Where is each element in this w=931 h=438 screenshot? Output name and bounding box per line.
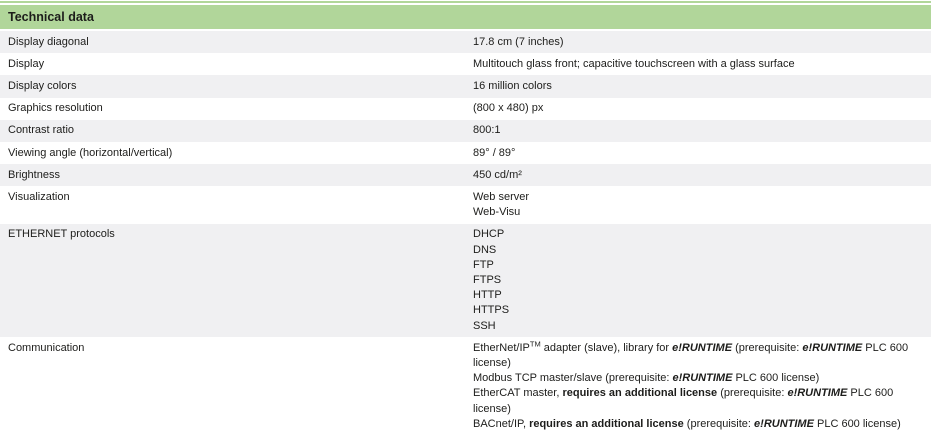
value-line: Web server (473, 190, 925, 205)
value-line: HTTP (473, 288, 925, 303)
value-segment: (prerequisite: (717, 387, 788, 400)
value-segment: PLC 600 license) (732, 372, 820, 385)
value-line: BACnet/IP, requires an additional licens… (473, 417, 925, 432)
value-line: EtherNet/IPTM adapter (slave), library f… (473, 339, 925, 371)
value-segment: DHCP (473, 228, 505, 241)
value-segment: EtherNet/IP (473, 341, 530, 354)
value-line: HTTPS (473, 303, 925, 318)
value-line: FTPS (473, 273, 925, 288)
value-line: EtherCAT master, requires an additional … (473, 386, 925, 416)
value-segment: BACnet/IP, (473, 417, 530, 430)
row-label: Display colors (8, 79, 77, 92)
row-label: Visualization (8, 190, 70, 203)
table-row: Display colors 16 million colors (0, 75, 931, 98)
value-segment: HTTP (473, 289, 502, 302)
value-segment: 450 cd/m² (473, 168, 522, 181)
value-segment: PLC 600 license) (473, 387, 894, 415)
value-segment: FTP (473, 258, 494, 271)
value-segment: (800 x 480) px (473, 102, 544, 115)
value-segment: SSH (473, 319, 496, 332)
value-line: 89° / 89° (473, 146, 925, 161)
value-line: (800 x 480) px (473, 101, 925, 116)
value-segment: adapter (slave), library for (540, 341, 673, 354)
table-row: Graphics resolution (800 x 480) px (0, 98, 931, 120)
value-segment: e!RUNTIME (787, 387, 848, 400)
table-row: ETHERNET protocols DHCP DNS FTP FTPS HTTP HTTP… (0, 223, 931, 338)
row-label: Display (8, 57, 45, 70)
row-label: ETHERNET protocols (8, 228, 115, 241)
row-value: 16 million colors (473, 75, 931, 97)
table-row: Display diagonal 17.8 cm (7 inches) (0, 31, 931, 54)
value-line: Web-Visu (473, 205, 925, 220)
value-segment: 800:1 (473, 124, 501, 137)
row-value: 800:1 (473, 120, 931, 142)
value-segment: requires an additional license (562, 387, 718, 400)
value-segment: PLC 600 license) (813, 417, 901, 430)
row-value: DHCP DNS FTP FTPS HTTP HTTPS SSH (473, 224, 931, 337)
value-line: 450 cd/m² (473, 168, 925, 183)
row-value: (800 x 480) px (473, 98, 931, 120)
value-segment: requires an additional license (529, 417, 684, 430)
value-line: DNS (473, 243, 925, 258)
value-segment: Multitouch glass front; capacitive touch… (473, 57, 795, 70)
value-segment: e!RUNTIME (672, 372, 733, 385)
value-line: 17.8 cm (7 inches) (473, 35, 925, 50)
table-header: Technical data (0, 5, 931, 31)
technical-data-rows: Display diagonal 17.8 cm (7 inches) Displa… (0, 31, 931, 435)
row-value: EtherNet/IPTM adapter (slave), library f… (473, 337, 931, 435)
row-value: Multitouch glass front; capacitive touch… (473, 53, 931, 75)
value-line: DHCP (473, 227, 925, 242)
top-rule (0, 1, 931, 3)
table-row: Viewing angle (horizontal/vertical) 89° /… (0, 142, 931, 164)
value-segment: 16 million colors (473, 79, 552, 92)
table-row: Display Multitouch glass front; capacitiv… (0, 53, 931, 75)
value-segment: DNS (473, 243, 497, 256)
value-line: 16 million colors (473, 79, 925, 94)
value-segment: Web server (473, 190, 530, 203)
value-segment: HTTPS (473, 304, 510, 317)
technical-data-table: Technical data Display diagonal 17.8 cm (… (0, 5, 931, 435)
row-label: Viewing angle (horizontal/vertical) (8, 146, 173, 159)
value-segment: FTPS (473, 273, 502, 286)
table-row: Communication EtherNet/IPTM adapter (slav… (0, 337, 931, 435)
value-segment: e!RUNTIME (754, 417, 814, 430)
row-label: Graphics resolution (8, 102, 103, 115)
value-line: SSH (473, 319, 925, 334)
row-label: Contrast ratio (8, 124, 75, 137)
value-segment: TM (529, 339, 541, 349)
row-value: 89° / 89° (473, 142, 931, 164)
value-line: FTP (473, 258, 925, 273)
row-label: Communication (8, 341, 85, 354)
table-row: Brightness 450 cd/m² (0, 164, 931, 187)
row-value: 17.8 cm (7 inches) (473, 31, 931, 53)
value-segment: EtherCAT master, (473, 387, 563, 400)
row-label: Brightness (8, 168, 60, 181)
row-value: 450 cd/m² (473, 164, 931, 186)
table-row: Contrast ratio 800:1 (0, 119, 931, 143)
value-segment: e!RUNTIME (672, 341, 733, 354)
value-segment: Web-Visu (473, 206, 521, 219)
value-segment: (prerequisite: (683, 417, 755, 430)
value-segment: (prerequisite: (732, 341, 803, 354)
value-line: 800:1 (473, 123, 925, 138)
row-value: Web server Web-Visu (473, 186, 931, 223)
table-row: Visualization Web server Web-Visu (0, 186, 931, 223)
value-segment: 89° / 89° (473, 146, 516, 159)
value-segment: e!RUNTIME (802, 341, 863, 354)
value-segment: Modbus TCP master/slave (prerequisite: (473, 372, 673, 385)
value-line: Modbus TCP master/slave (prerequisite: e… (473, 371, 925, 386)
row-label: Display diagonal (8, 35, 89, 48)
value-line: Multitouch glass front; capacitive touch… (473, 57, 925, 72)
value-segment: 17.8 cm (7 inches) (473, 35, 564, 48)
value-segment: PLC 600 license) (473, 341, 909, 369)
